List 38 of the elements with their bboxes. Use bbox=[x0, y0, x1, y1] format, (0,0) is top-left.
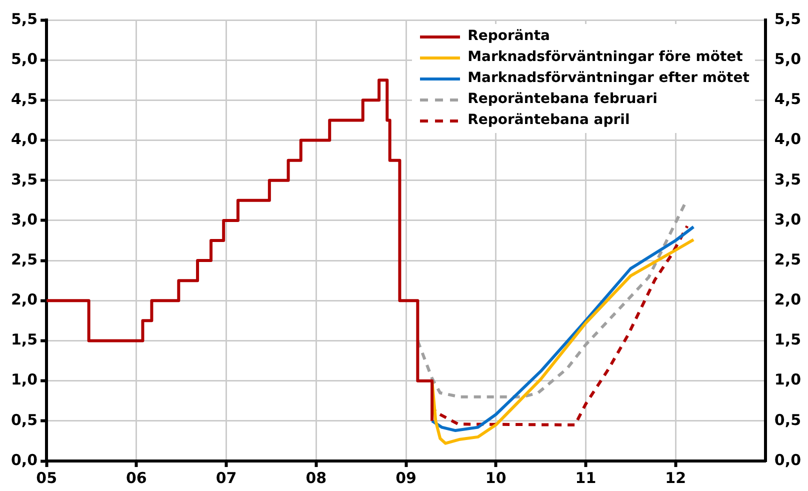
y-tick-label: 5,5 bbox=[10, 10, 38, 28]
line-series bbox=[416, 202, 686, 398]
y2-tick-label: 5,5 bbox=[774, 10, 802, 28]
x-tick-label: 08 bbox=[306, 468, 327, 487]
x-tick-label: 12 bbox=[665, 468, 686, 487]
x-tick-label: 05 bbox=[36, 468, 58, 487]
y-tick-label: 1,0 bbox=[10, 370, 38, 389]
y2-tick-label: 0,5 bbox=[774, 410, 802, 429]
x-tick-label: 09 bbox=[396, 468, 416, 487]
y2-tick-label: 0,0 bbox=[774, 450, 802, 469]
y-tick-label: 3,5 bbox=[10, 170, 38, 188]
y2-tick-label: 3,0 bbox=[774, 210, 802, 228]
x-tick-label: 10 bbox=[485, 468, 506, 487]
y-tick-label: 4,0 bbox=[10, 130, 38, 148]
y2-tick-label: 3,5 bbox=[774, 170, 802, 188]
y-tick-label: 4,5 bbox=[10, 90, 38, 108]
y-tick-label: 0,5 bbox=[10, 410, 38, 429]
y2-tick-label: 5,0 bbox=[774, 50, 802, 68]
y-tick-label: 3,0 bbox=[10, 210, 38, 228]
y2-tick-label: 2,0 bbox=[774, 290, 802, 309]
y-tick-label: 2,5 bbox=[10, 250, 38, 268]
y2-tick-label: 4,5 bbox=[774, 90, 802, 108]
y-tick-label: 2,0 bbox=[10, 290, 38, 309]
y2-tick-label: 1,5 bbox=[774, 330, 802, 349]
x-tick-label: 07 bbox=[216, 468, 237, 487]
x-tick-label: 11 bbox=[575, 468, 596, 487]
y2-tick-label: 1,0 bbox=[774, 370, 802, 389]
legend-label: Marknadsförväntningar efter mötet bbox=[468, 69, 750, 88]
y2-tick-label: 4,0 bbox=[774, 130, 802, 148]
x-tick-label: 06 bbox=[126, 468, 147, 487]
y-tick-label: 1,5 bbox=[10, 330, 38, 349]
y-tick-label: 0,0 bbox=[10, 450, 38, 469]
legend-label: Marknadsförväntningar före mötet bbox=[468, 48, 743, 67]
y2-tick-label: 2,5 bbox=[774, 250, 802, 268]
legend-label: Reporäntebana februari bbox=[468, 90, 658, 109]
y-tick-label: 5,0 bbox=[10, 50, 38, 68]
legend-label: Reporäntebana april bbox=[468, 111, 630, 130]
legend-label: Reporänta bbox=[468, 27, 550, 46]
